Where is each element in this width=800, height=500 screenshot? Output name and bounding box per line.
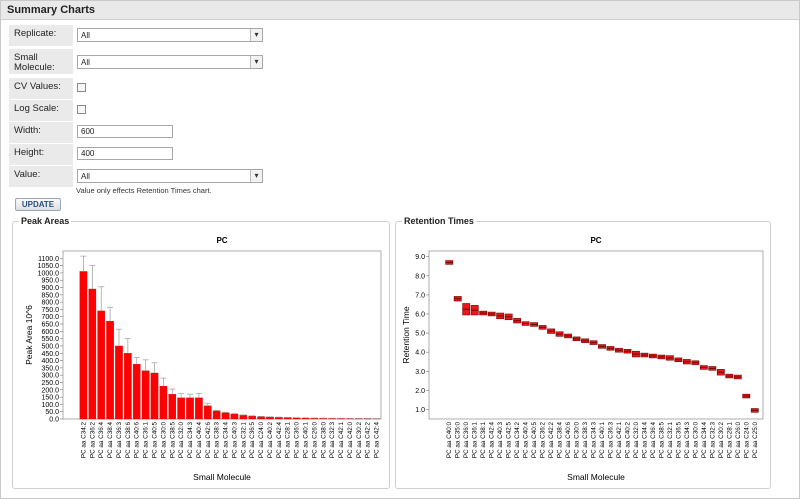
x-tick-label: PC aa C34:3 xyxy=(591,422,598,459)
plot-area xyxy=(429,251,763,419)
x-tick-label: PC aa C40:1 xyxy=(599,422,606,459)
x-tick-label: PC aa C36:2 xyxy=(540,422,547,459)
x-tick-label: PC aa C30:0 xyxy=(574,422,581,459)
x-tick-label: PC aa C36:3 xyxy=(607,422,614,459)
x-tick-label: PC aa C40:6 xyxy=(565,422,572,459)
x-tick-label: PC aa C32:3 xyxy=(709,422,716,459)
x-tick-label: PC aa C36:0 xyxy=(463,422,470,459)
x-tick-label: PC aa C40:2 xyxy=(624,422,631,459)
x-tick-label: PC aa C32:1 xyxy=(667,422,674,459)
y-tick-label: 7.0 xyxy=(415,292,425,299)
x-tick-label: PC aa C28:1 xyxy=(726,422,733,459)
x-tick-label: PC aa C36:5 xyxy=(675,422,682,459)
x-tick-label: PC aa C36:1 xyxy=(472,422,479,459)
x-tick-label: PC aa C30:0 xyxy=(692,422,699,459)
y-tick-label: 9.0 xyxy=(415,254,425,261)
x-tick-label: PC aa C34:2 xyxy=(514,422,521,459)
x-tick-label: PC aa C40:4 xyxy=(523,422,530,459)
x-tick-label: PC aa C38:1 xyxy=(480,422,487,459)
y-tick-label: 4.0 xyxy=(415,350,425,357)
x-tick-label: PC aa C38:5 xyxy=(658,422,665,459)
x-tick-label: PC aa C36:4 xyxy=(650,422,657,459)
x-tick-label: PC aa C32:0 xyxy=(633,422,640,459)
x-tick-label: PC aa C24:0 xyxy=(743,422,750,459)
x-tick-label: PC aa C34:4 xyxy=(701,422,708,459)
y-tick-label: 8.0 xyxy=(415,273,425,280)
x-tick-label: PC aa C38:4 xyxy=(557,422,564,459)
x-tick-label: PC aa C40:5 xyxy=(531,422,538,459)
y-tick-label: 3.0 xyxy=(415,369,425,376)
x-tick-label: PC aa C35:0 xyxy=(455,422,462,459)
x-tick-label: PC aa C25:0 xyxy=(752,422,759,459)
y-tick-label: 1.0 xyxy=(415,407,425,414)
y-tick-label: 5.0 xyxy=(415,331,425,338)
y-tick-label: 2.0 xyxy=(415,388,425,395)
chart-title: PC xyxy=(590,236,601,245)
x-tick-label: PC aa C34:3 xyxy=(684,422,691,459)
x-tick-label: PC aa C42:2 xyxy=(548,422,555,459)
x-tick-label: PC aa C42:4 xyxy=(489,422,496,459)
x-tick-label: PC aa C42:5 xyxy=(506,422,513,459)
x-tick-label: PC aa C38:3 xyxy=(582,422,589,459)
y-tick-label: 6.0 xyxy=(415,312,425,319)
x-tick-label: PC aa C40:0 xyxy=(446,422,453,459)
x-tick-label: PC aa C34:4 xyxy=(641,422,648,459)
x-axis-label: Small Molecule xyxy=(567,472,625,482)
y-axis-label: Retention Time xyxy=(401,306,411,363)
x-tick-label: PC aa C26:0 xyxy=(735,422,742,459)
x-tick-label: PC aa C40:3 xyxy=(497,422,504,459)
x-tick-label: PC aa C30:2 xyxy=(718,422,725,459)
x-tick-label: PC aa C42:1 xyxy=(616,422,623,459)
